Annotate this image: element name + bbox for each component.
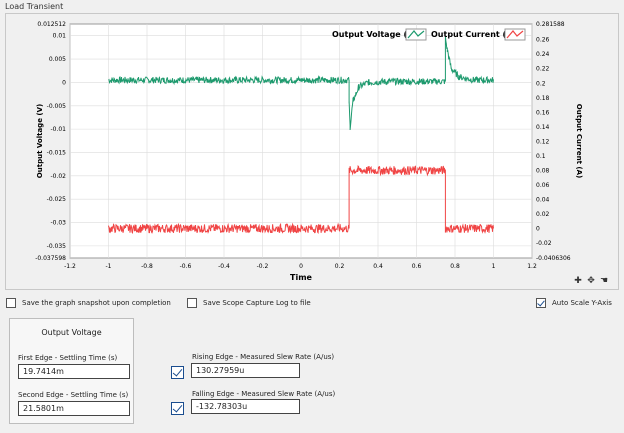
x-tick-label: 0.6: [412, 263, 422, 270]
left-tick-label: -0.015: [47, 149, 67, 156]
legend-current-swatch: [504, 28, 526, 41]
x-tick-label: -0.2: [257, 263, 269, 270]
second-edge-settling-time-field[interactable]: 21.5801m: [18, 401, 130, 416]
legend: Output Voltage (V) Output Current (A): [332, 28, 526, 41]
save-snapshot-label: Save the graph snapshot upon completion: [22, 299, 171, 307]
left-tick-label: 0.01: [53, 33, 67, 40]
right-tick-label: -0.02: [536, 240, 552, 247]
left-tick-label: -0.02: [50, 173, 66, 180]
rising-edge-checkbox[interactable]: [171, 366, 184, 379]
x-tick-label: 0.8: [450, 263, 460, 270]
x-tick-label: -1.2: [64, 263, 76, 270]
right-tick-label: 0.24: [536, 51, 550, 58]
output-current-trace: [108, 164, 494, 235]
output-voltage-group: Output Voltage First Edge - Settling Tim…: [9, 318, 134, 424]
load-transient-graph[interactable]: -1.2 -1 -0.8 -0.6 -0.4 -0.2 0 0.2 0.4 0.6 0.8 1 1.2 …: [5, 13, 619, 290]
legend-current-label: Output Current (A): [431, 30, 516, 39]
save-snapshot-option[interactable]: Save the graph snapshot upon completion: [6, 298, 171, 308]
right-tick-label: -0.0406306: [536, 255, 571, 262]
x-ticks: -1.2 -1 -0.8 -0.6 -0.4 -0.2 0 0.2 0.4 0.6 0.8 1 1.2: [64, 263, 537, 270]
right-tick-label: 0.26: [536, 37, 550, 44]
left-tick-label: -0.03: [50, 220, 66, 227]
falling-edge-label: Falling Edge - Measured Slew Rate (A/us): [192, 390, 336, 398]
left-tick-label: 0.012512: [37, 21, 66, 28]
left-tick-label: -0.01: [50, 126, 66, 133]
left-tick-label: 0.005: [49, 56, 66, 63]
right-ticks: 0.281588 0.26 0.24 0.22 0.2 0.18 0.16 0.14 0.12 0…: [536, 21, 571, 262]
x-tick-label: 1.2: [527, 263, 537, 270]
left-tick-label: -0.035: [47, 243, 67, 250]
chart-svg: -1.2 -1 -0.8 -0.6 -0.4 -0.2 0 0.2 0.4 0.6 0.8 1 1.2 …: [35, 21, 583, 282]
x-tick-label: -0.8: [141, 263, 153, 270]
output-voltage-trace: [108, 36, 494, 131]
falling-edge-checkbox[interactable]: [171, 402, 184, 415]
right-tick-label: 0.02: [536, 211, 550, 218]
cursor-icon[interactable]: ☚: [599, 276, 609, 286]
pan-icon[interactable]: ✥: [587, 276, 595, 286]
left-tick-label: 0: [62, 79, 66, 86]
legend-voltage-line: [407, 30, 425, 39]
right-tick-label: 0.22: [536, 66, 550, 73]
x-axis-label: Time: [290, 273, 313, 282]
save-scope-log-option[interactable]: Save Scope Capture Log to file: [187, 298, 311, 308]
save-scope-log-label: Save Scope Capture Log to file: [203, 299, 311, 307]
legend-voltage-swatch: [405, 28, 427, 41]
zoom-icon[interactable]: ✚: [574, 276, 582, 286]
right-tick-label: 0.281588: [536, 21, 565, 28]
right-tick-label: 0.2: [536, 80, 546, 87]
panel-title: Load Transient: [5, 2, 64, 11]
legend-current-line: [506, 30, 524, 39]
save-scope-log-checkbox[interactable]: [187, 298, 197, 308]
x-tick-label: 1: [492, 263, 496, 270]
x-tick-label: -0.6: [180, 263, 192, 270]
output-voltage-title: Output Voltage: [41, 328, 102, 337]
auto-scale-option[interactable]: Auto Scale Y-Axis: [536, 298, 612, 308]
traces: [108, 36, 494, 235]
right-tick-label: 0.16: [536, 109, 550, 116]
first-edge-settling-time-field[interactable]: 19.7414m: [18, 364, 130, 379]
first-edge-label: First Edge - Settling Time (s): [18, 354, 118, 362]
x-tick-label: -1: [106, 263, 112, 270]
rising-edge-label: Rising Edge - Measured Slew Rate (A/us): [192, 353, 335, 361]
left-tick-label: -0.025: [47, 196, 67, 203]
right-tick-label: 0.18: [536, 95, 550, 102]
grid: [69, 24, 533, 258]
save-snapshot-checkbox[interactable]: [6, 298, 16, 308]
auto-scale-checkbox[interactable]: [536, 298, 546, 308]
right-tick-label: 0.04: [536, 196, 550, 203]
right-tick-label: 0.1: [536, 153, 546, 160]
right-axis-label: Output Current (A): [575, 104, 583, 178]
right-tick-label: 0.12: [536, 138, 550, 145]
second-edge-label: Second Edge - Settling Time (s): [18, 391, 129, 399]
x-tick-label: -0.4: [218, 263, 230, 270]
right-tick-label: 0.08: [536, 167, 550, 174]
x-tick-label: 0.2: [335, 263, 345, 270]
left-axis-label: Output Voltage (V): [36, 104, 44, 178]
left-tick-label: -0.037598: [35, 255, 66, 262]
right-tick-label: 0.06: [536, 182, 550, 189]
left-tick-label: -0.005: [47, 103, 67, 110]
auto-scale-label: Auto Scale Y-Axis: [552, 299, 612, 307]
x-tick-label: 0.4: [373, 263, 383, 270]
x-tick-label: 0: [299, 263, 303, 270]
falling-edge-slew-rate-field[interactable]: -132.78303u: [191, 399, 300, 414]
legend-voltage-label: Output Voltage (V): [332, 30, 417, 39]
right-tick-label: 0.14: [536, 124, 550, 131]
right-tick-label: 0: [536, 225, 540, 232]
left-ticks: 0.012512 0.01 0.005 0 -0.005 -0.01 -0.015 -0.02…: [35, 21, 66, 262]
rising-edge-slew-rate-field[interactable]: 130.27959u: [191, 363, 300, 378]
